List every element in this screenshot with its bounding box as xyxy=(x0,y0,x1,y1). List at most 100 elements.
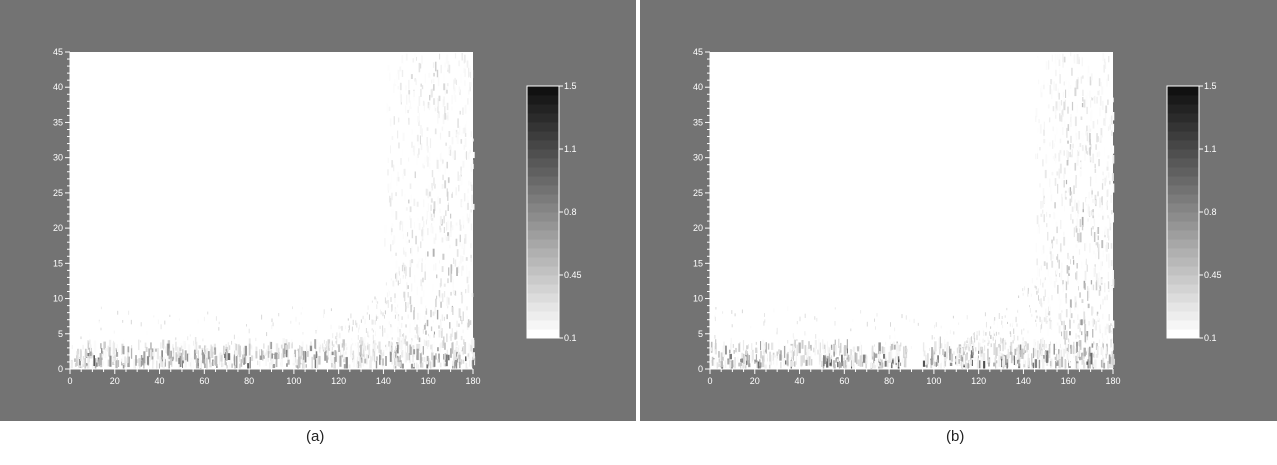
heatmap-cell xyxy=(334,349,336,362)
heatmap-cell xyxy=(121,343,124,355)
heatmap-cell xyxy=(415,362,418,369)
heatmap-cell xyxy=(1081,352,1083,360)
heatmap-cell xyxy=(172,353,174,357)
heatmap-cell xyxy=(1049,251,1052,261)
colorbar-band xyxy=(1167,275,1199,285)
y-tick-label: 40 xyxy=(53,82,63,92)
heatmap-cell xyxy=(108,339,112,351)
heatmap-cell xyxy=(1107,242,1109,249)
heatmap-cell xyxy=(372,334,374,340)
heatmap-cell xyxy=(967,338,969,342)
heatmap-cell xyxy=(461,216,464,225)
heatmap-cell xyxy=(1083,311,1086,320)
heatmap-cell xyxy=(434,106,437,112)
heatmap-cell xyxy=(454,356,457,367)
heatmap-cell xyxy=(431,88,434,98)
heatmap-cell xyxy=(1093,95,1096,104)
heatmap-cell xyxy=(456,352,458,363)
heatmap-cell xyxy=(406,348,408,361)
heatmap-cell xyxy=(459,361,461,369)
heatmap-cell xyxy=(143,362,145,369)
heatmap-cell xyxy=(430,188,432,198)
y-tick-label: 15 xyxy=(53,258,63,268)
heatmap-cell xyxy=(857,359,860,366)
heatmap-cell xyxy=(898,362,900,368)
heatmap-cell xyxy=(433,237,436,244)
heatmap-cell xyxy=(959,346,960,350)
heatmap-cell xyxy=(1043,296,1045,301)
heatmap-cell xyxy=(1048,321,1051,329)
heatmap-cell xyxy=(776,327,778,333)
heatmap-cell xyxy=(350,354,354,359)
heatmap-cell xyxy=(1051,171,1054,176)
heatmap-cell xyxy=(384,315,385,319)
heatmap-cell xyxy=(437,347,439,352)
heatmap-cell xyxy=(810,354,813,360)
heatmap-cell xyxy=(405,324,407,328)
heatmap-cell xyxy=(949,348,952,361)
heatmap-cell xyxy=(815,334,817,339)
heatmap-cell xyxy=(1036,277,1038,281)
heatmap-cell xyxy=(1102,53,1105,61)
colorbar-band xyxy=(1167,158,1199,168)
heatmap-cell xyxy=(850,349,852,361)
heatmap-cell xyxy=(394,314,396,319)
heatmap-cell xyxy=(227,360,230,369)
heatmap-cell xyxy=(424,322,426,326)
heatmap-cell xyxy=(441,178,443,182)
heatmap-cell xyxy=(844,356,847,367)
heatmap-cell xyxy=(431,284,434,292)
heatmap-cell xyxy=(455,360,458,369)
heatmap-cell xyxy=(435,233,437,241)
colorbar-band xyxy=(527,266,559,276)
heatmap-cell xyxy=(335,336,337,340)
heatmap-cell xyxy=(203,358,206,365)
heatmap-cell xyxy=(1070,114,1072,119)
x-tick-label: 160 xyxy=(1061,376,1076,386)
heatmap-cell xyxy=(1031,314,1033,317)
heatmap-cell xyxy=(818,353,822,365)
heatmap-cell xyxy=(184,350,187,361)
heatmap-cell xyxy=(1082,97,1084,102)
heatmap-cell xyxy=(746,345,749,350)
heatmap-cell xyxy=(953,351,955,355)
heatmap-cell xyxy=(734,357,736,367)
heatmap-cell xyxy=(292,306,293,310)
heatmap-cell xyxy=(1034,285,1036,288)
heatmap-cell xyxy=(1089,139,1091,146)
heatmap-cell xyxy=(426,155,428,162)
heatmap-cell xyxy=(420,296,423,305)
heatmap-cell xyxy=(425,330,427,335)
heatmap-cell xyxy=(1080,76,1083,84)
heatmap-cell xyxy=(209,363,212,368)
heatmap-cell xyxy=(471,184,473,191)
heatmap-cell xyxy=(454,53,457,59)
heatmap-cell xyxy=(1067,67,1070,77)
heatmap-cell xyxy=(390,297,392,302)
heatmap-cell xyxy=(420,353,422,364)
heatmap-cell xyxy=(458,357,460,363)
heatmap-cell xyxy=(422,229,424,240)
heatmap-cell xyxy=(446,83,449,87)
heatmap-cell xyxy=(1032,347,1035,359)
heatmap-cell xyxy=(291,339,293,344)
heatmap-cell xyxy=(934,324,936,329)
heatmap-cell xyxy=(261,314,263,320)
heatmap-cell xyxy=(464,124,467,133)
spectrogram-panel-a: 0 20 40 60 80 100 120 140 160 180 0 5 10 15 20 25 30 35 40… xyxy=(0,0,636,421)
heatmap-cell xyxy=(393,341,395,345)
heatmap-cell xyxy=(771,342,774,350)
heatmap-cell xyxy=(1074,87,1077,97)
heatmap-cell xyxy=(940,355,943,364)
heatmap-cell xyxy=(984,345,986,351)
x-tick-label: 160 xyxy=(421,376,436,386)
heatmap-cell xyxy=(890,350,892,362)
heatmap-cell xyxy=(403,297,405,306)
heatmap-cell xyxy=(1025,321,1027,324)
heatmap-cell xyxy=(1074,362,1077,369)
heatmap-cell xyxy=(158,355,161,367)
heatmap-cell xyxy=(360,337,363,349)
heatmap-cell xyxy=(337,344,338,348)
heatmap-cell xyxy=(418,112,420,121)
heatmap-cell xyxy=(762,356,764,361)
